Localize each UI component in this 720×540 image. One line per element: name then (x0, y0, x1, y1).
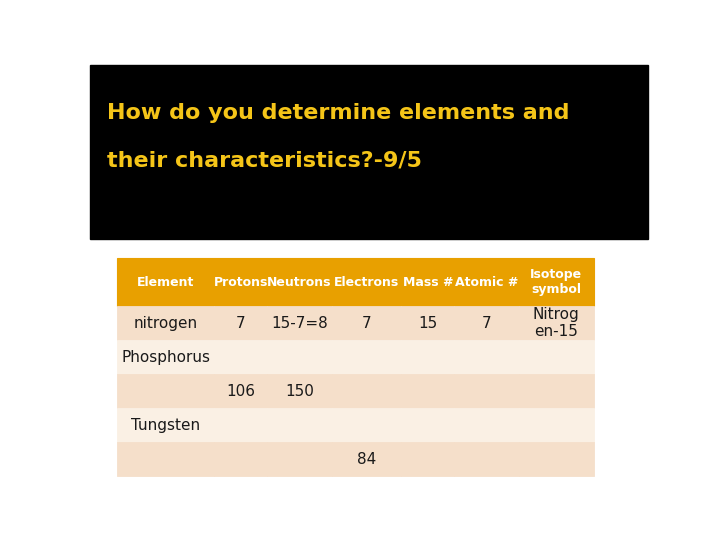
Bar (267, 306, 332, 340)
Bar (401, 374, 454, 408)
Text: 84: 84 (357, 452, 376, 467)
Bar (215, 258, 267, 306)
Bar (117, 442, 215, 476)
Bar (518, 306, 594, 340)
Bar (215, 340, 267, 374)
Bar (215, 306, 267, 340)
Bar (267, 408, 332, 442)
Bar (401, 258, 454, 306)
Bar (267, 442, 332, 476)
Bar (518, 340, 594, 374)
Bar (332, 408, 401, 442)
Text: 106: 106 (226, 384, 256, 399)
Bar (117, 408, 215, 442)
Bar (215, 408, 267, 442)
Bar (215, 442, 267, 476)
Bar (454, 306, 518, 340)
Bar (454, 374, 518, 408)
Bar (454, 408, 518, 442)
Bar (90, 65, 648, 239)
Text: Mass #: Mass # (402, 275, 453, 288)
Bar (518, 442, 594, 476)
Bar (332, 374, 401, 408)
Text: Protons: Protons (214, 275, 268, 288)
Text: Electrons: Electrons (334, 275, 399, 288)
Bar (401, 340, 454, 374)
Bar (332, 340, 401, 374)
Bar (332, 442, 401, 476)
Bar (454, 442, 518, 476)
Bar (267, 374, 332, 408)
Bar (401, 306, 454, 340)
Bar (518, 258, 594, 306)
Text: Nitrog
en-15: Nitrog en-15 (533, 307, 580, 339)
Bar (117, 340, 215, 374)
Bar (401, 442, 454, 476)
Text: 15: 15 (418, 315, 438, 330)
Text: 7: 7 (482, 315, 491, 330)
Bar (518, 408, 594, 442)
Text: their characteristics?-9/5: their characteristics?-9/5 (107, 151, 422, 171)
Bar (332, 306, 401, 340)
Text: nitrogen: nitrogen (133, 315, 198, 330)
Bar (117, 258, 215, 306)
Bar (518, 374, 594, 408)
Bar (117, 374, 215, 408)
Text: 150: 150 (285, 384, 314, 399)
Text: Phosphorus: Phosphorus (121, 349, 210, 364)
Bar (117, 306, 215, 340)
Text: 7: 7 (236, 315, 246, 330)
Bar (267, 258, 332, 306)
Text: Tungsten: Tungsten (131, 418, 200, 433)
Bar (454, 258, 518, 306)
Text: Element: Element (137, 275, 194, 288)
Bar (332, 258, 401, 306)
Text: Atomic #: Atomic # (455, 275, 518, 288)
Bar (401, 408, 454, 442)
Bar (215, 374, 267, 408)
Text: 15-7=8: 15-7=8 (271, 315, 328, 330)
Text: 7: 7 (361, 315, 372, 330)
Text: Isotope
symbol: Isotope symbol (530, 268, 582, 296)
Text: Neutrons: Neutrons (267, 275, 332, 288)
Bar (454, 340, 518, 374)
Bar (267, 340, 332, 374)
Text: How do you determine elements and: How do you determine elements and (107, 103, 570, 123)
